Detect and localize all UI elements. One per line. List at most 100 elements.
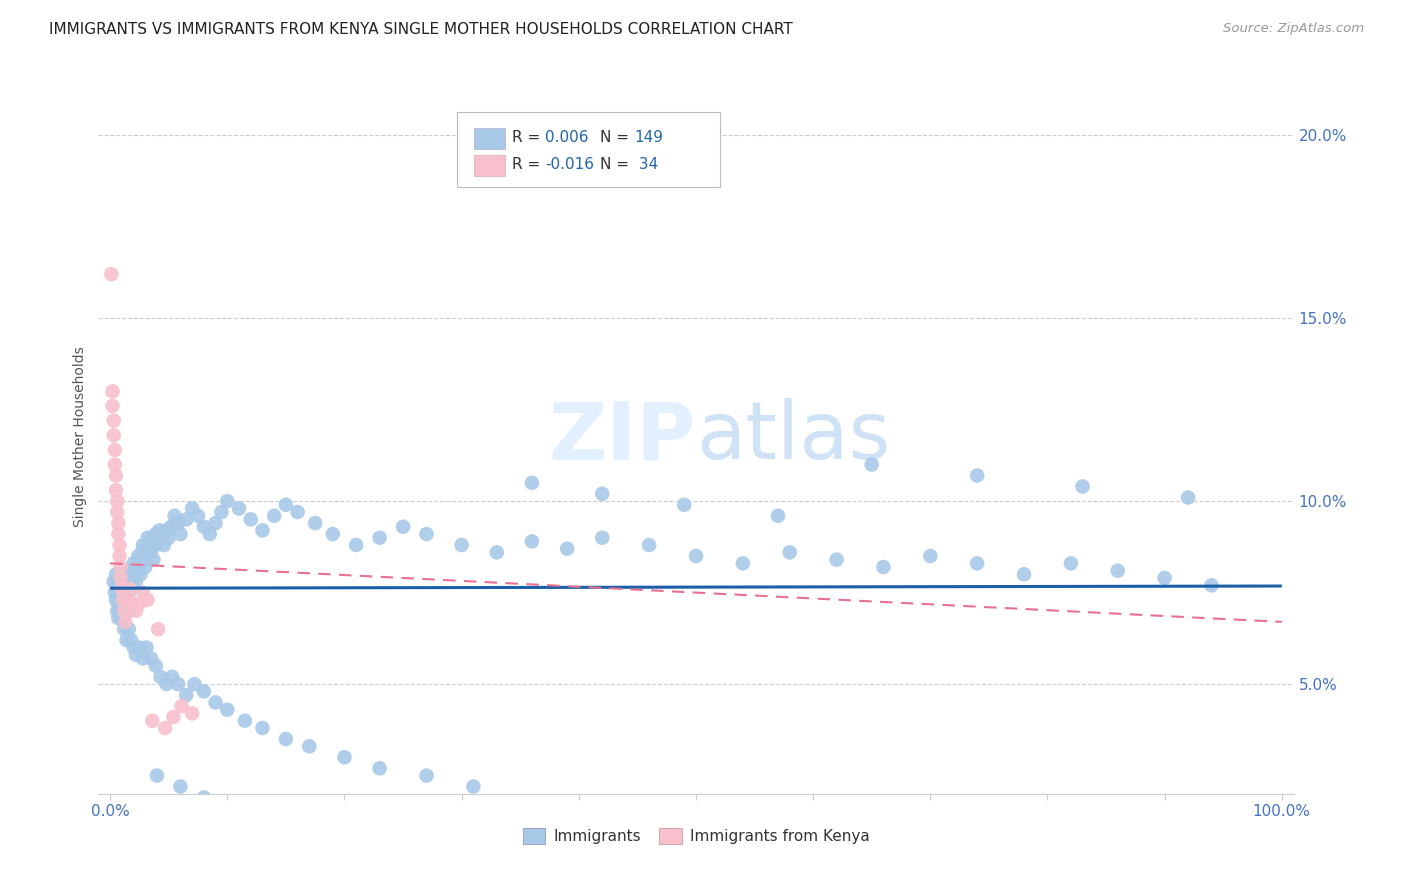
- Point: [146, 768, 169, 782]
- Point: [134, 560, 156, 574]
- Point: [204, 516, 226, 530]
- Point: [766, 508, 789, 523]
- Point: [110, 571, 132, 585]
- Point: [520, 475, 543, 490]
- Point: [544, 838, 567, 852]
- Point: [118, 622, 141, 636]
- Point: [108, 538, 131, 552]
- Point: [117, 593, 139, 607]
- Point: [148, 524, 170, 538]
- Point: [104, 442, 127, 457]
- FancyBboxPatch shape: [474, 155, 505, 176]
- Y-axis label: Single Mother Households: Single Mother Households: [73, 347, 87, 527]
- Text: -0.016: -0.016: [546, 157, 595, 172]
- Text: IMMIGRANTS VS IMMIGRANTS FROM KENYA SINGLE MOTHER HOUSEHOLDS CORRELATION CHART: IMMIGRANTS VS IMMIGRANTS FROM KENYA SING…: [49, 22, 793, 37]
- Point: [108, 585, 131, 599]
- Point: [1177, 491, 1199, 505]
- Point: [104, 585, 127, 599]
- Point: [104, 458, 127, 472]
- Point: [169, 527, 191, 541]
- Point: [141, 651, 163, 665]
- Point: [129, 567, 152, 582]
- Point: [132, 585, 155, 599]
- Point: [169, 780, 191, 794]
- Point: [162, 670, 183, 684]
- Point: [731, 557, 754, 571]
- Point: [120, 564, 142, 578]
- Point: [105, 578, 128, 592]
- Point: [108, 600, 131, 615]
- Point: [304, 516, 326, 530]
- Point: [1153, 571, 1175, 585]
- Point: [142, 552, 165, 566]
- Point: [860, 458, 883, 472]
- Point: [120, 633, 142, 648]
- Text: Source: ZipAtlas.com: Source: ZipAtlas.com: [1223, 22, 1364, 36]
- Point: [344, 538, 367, 552]
- Point: [107, 597, 129, 611]
- Point: [114, 615, 136, 629]
- FancyBboxPatch shape: [474, 128, 505, 149]
- Point: [181, 501, 204, 516]
- Text: ZIP: ZIP: [548, 398, 696, 476]
- Point: [183, 677, 205, 691]
- Point: [450, 538, 472, 552]
- Point: [111, 593, 134, 607]
- Point: [103, 428, 125, 442]
- Point: [233, 714, 256, 728]
- Text: atlas: atlas: [696, 398, 890, 476]
- Point: [115, 593, 138, 607]
- Point: [187, 508, 209, 523]
- Point: [121, 571, 143, 585]
- Point: [115, 633, 138, 648]
- Point: [112, 578, 135, 592]
- Point: [135, 541, 157, 556]
- Point: [132, 651, 155, 665]
- Point: [112, 585, 135, 599]
- Point: [145, 658, 167, 673]
- Point: [174, 688, 197, 702]
- Point: [143, 538, 166, 552]
- Text: R =: R =: [512, 130, 546, 145]
- Point: [114, 567, 136, 582]
- Point: [155, 721, 177, 735]
- Point: [139, 545, 162, 559]
- Point: [110, 571, 132, 585]
- Point: [591, 487, 613, 501]
- Point: [520, 534, 543, 549]
- Text: 34: 34: [634, 157, 658, 172]
- Point: [112, 589, 135, 603]
- Point: [105, 483, 128, 497]
- Point: [105, 567, 128, 582]
- Point: [174, 512, 197, 526]
- Point: [322, 527, 344, 541]
- Point: [100, 267, 122, 281]
- Point: [125, 648, 148, 662]
- Point: [193, 684, 215, 698]
- Point: [122, 557, 145, 571]
- Point: [120, 582, 142, 596]
- Point: [167, 677, 190, 691]
- Point: [149, 670, 172, 684]
- Point: [111, 611, 134, 625]
- Point: [150, 531, 173, 545]
- Point: [111, 611, 134, 625]
- Point: [107, 516, 129, 530]
- Text: N =: N =: [600, 130, 634, 145]
- Point: [181, 706, 204, 721]
- Point: [111, 574, 134, 589]
- Point: [128, 597, 150, 611]
- Point: [825, 552, 848, 566]
- Point: [112, 604, 135, 618]
- Point: [415, 527, 437, 541]
- Point: [114, 582, 136, 596]
- Point: [193, 790, 215, 805]
- Point: [146, 534, 169, 549]
- Point: [153, 538, 176, 552]
- Point: [117, 597, 139, 611]
- Point: [131, 545, 153, 559]
- Point: [211, 505, 233, 519]
- Point: [333, 820, 356, 834]
- Point: [101, 399, 124, 413]
- Point: [132, 549, 156, 563]
